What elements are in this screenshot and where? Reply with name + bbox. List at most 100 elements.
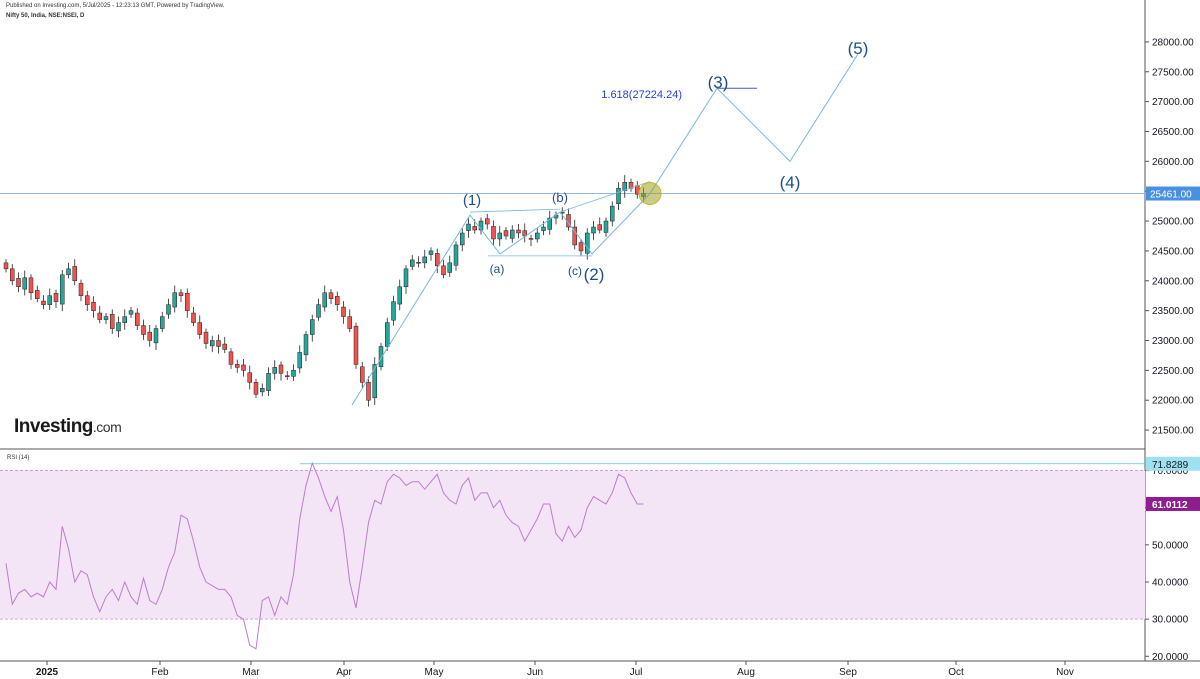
candle-body bbox=[216, 340, 221, 347]
candle-body bbox=[228, 351, 234, 365]
candle-body bbox=[572, 226, 577, 246]
wave-label: (4) bbox=[780, 173, 801, 192]
candle bbox=[441, 259, 446, 279]
candle bbox=[185, 288, 190, 318]
candle-body bbox=[110, 313, 115, 329]
rsi-max-badge bbox=[1146, 456, 1200, 471]
candle bbox=[210, 335, 215, 353]
candle-body bbox=[10, 268, 15, 282]
candle bbox=[260, 383, 265, 397]
candle bbox=[566, 208, 571, 231]
candle-body bbox=[266, 373, 271, 391]
channel-upper bbox=[469, 208, 561, 213]
candle bbox=[347, 309, 352, 333]
price-tick-label: 28000.00 bbox=[1152, 37, 1194, 48]
rsi-max-label: 71.8289 bbox=[1152, 460, 1189, 471]
candle-body bbox=[178, 292, 184, 296]
time-tick-label: Jun bbox=[527, 667, 543, 678]
candle bbox=[141, 319, 146, 340]
candle-body bbox=[347, 316, 352, 329]
candle bbox=[128, 307, 134, 318]
candle-body bbox=[541, 226, 546, 231]
candle bbox=[47, 288, 52, 311]
rsi-tick-label: 50.0000 bbox=[1152, 540, 1189, 551]
candle-body bbox=[335, 296, 340, 305]
price-candles bbox=[3, 175, 646, 407]
wave-label: (3) bbox=[708, 73, 729, 92]
candle bbox=[335, 291, 340, 311]
candle-body bbox=[447, 262, 452, 273]
candle bbox=[485, 213, 490, 230]
candle bbox=[116, 316, 121, 338]
candle-body bbox=[22, 277, 27, 290]
candle bbox=[497, 225, 502, 247]
candle bbox=[597, 217, 602, 234]
candle bbox=[435, 248, 440, 274]
candle bbox=[341, 301, 346, 324]
time-tick-label: Sep bbox=[839, 667, 857, 678]
candle-body bbox=[472, 226, 477, 231]
candle-body bbox=[247, 372, 252, 383]
candle-body bbox=[441, 265, 446, 276]
rsi-tick-label: 30.0000 bbox=[1152, 615, 1189, 626]
candle-body bbox=[535, 232, 540, 240]
candle bbox=[3, 259, 9, 273]
candle bbox=[310, 314, 315, 342]
candle bbox=[60, 270, 65, 312]
rsi-line bbox=[5, 461, 644, 650]
candle bbox=[466, 218, 471, 238]
candle bbox=[616, 182, 621, 211]
candle bbox=[547, 210, 552, 235]
candle bbox=[147, 324, 152, 347]
candle bbox=[78, 279, 84, 302]
time-tick-label: Aug bbox=[737, 667, 755, 678]
time-tick-label: Jul bbox=[630, 667, 643, 678]
candle-body bbox=[210, 340, 215, 347]
candle bbox=[166, 298, 171, 319]
wave-label: (c) bbox=[568, 264, 582, 278]
time-tick-label: Feb bbox=[151, 667, 169, 678]
candle bbox=[360, 362, 365, 388]
candle-body bbox=[610, 205, 615, 222]
candle bbox=[635, 181, 640, 199]
candle-body bbox=[578, 242, 584, 252]
candle-body bbox=[272, 367, 277, 374]
candle-body bbox=[303, 334, 309, 356]
candle-body bbox=[172, 292, 177, 308]
candle-body bbox=[197, 322, 202, 335]
candle-body bbox=[191, 312, 196, 323]
time-tick-label: Oct bbox=[948, 667, 964, 678]
candle bbox=[72, 259, 77, 286]
candle bbox=[628, 178, 634, 192]
candle-body bbox=[597, 224, 602, 231]
rsi-axis: 20.000030.000040.000050.000060.000070.00… bbox=[1145, 456, 1200, 663]
candle-body bbox=[603, 220, 609, 233]
time-axis: 2025 Feb Mar Apr May Jun Jul Aug Sep Oct Nov bbox=[36, 661, 1074, 678]
rsi-band bbox=[0, 470, 1145, 620]
candle bbox=[10, 264, 15, 286]
candle bbox=[191, 307, 196, 327]
candle-body bbox=[341, 306, 346, 317]
candle bbox=[278, 361, 284, 381]
candle bbox=[578, 238, 584, 257]
candle-body bbox=[135, 312, 140, 326]
candle-body bbox=[16, 278, 21, 287]
candle-body bbox=[622, 181, 627, 191]
candle-body bbox=[160, 316, 165, 329]
rsi-tick-label: 40.0000 bbox=[1152, 578, 1189, 589]
candle bbox=[122, 309, 127, 330]
rsi-title: RSI (14) bbox=[7, 455, 29, 461]
candle bbox=[235, 359, 240, 373]
candle bbox=[97, 305, 102, 324]
candle-body bbox=[253, 382, 259, 395]
symbol-title: Nifty 50, India, NSE:NSEI, D bbox=[6, 13, 85, 19]
candle-body bbox=[416, 262, 421, 264]
candle-body bbox=[485, 218, 490, 225]
candle-body bbox=[285, 375, 290, 377]
candle bbox=[622, 175, 627, 198]
candle bbox=[416, 256, 421, 268]
price-tick-label: 23500.00 bbox=[1152, 306, 1194, 317]
candle-body bbox=[91, 302, 96, 311]
rsi-tick-label: 70.0000 bbox=[1152, 466, 1189, 477]
